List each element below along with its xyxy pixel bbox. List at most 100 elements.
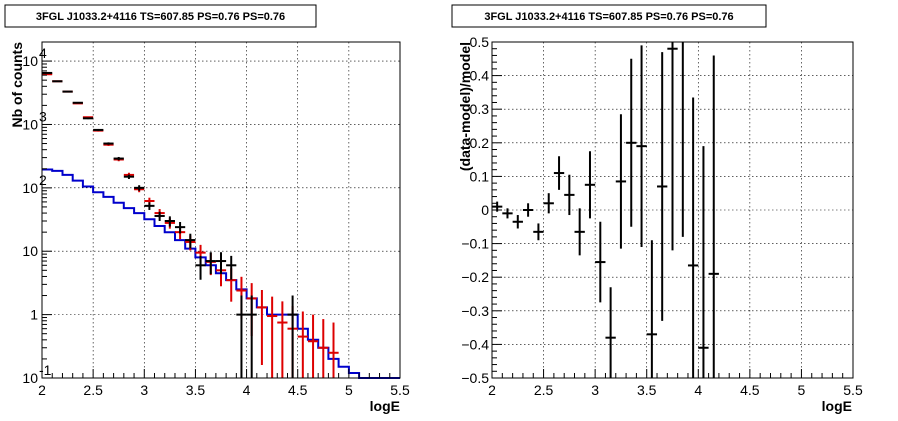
counts-y-tick-label: 10 [22, 370, 38, 386]
residuals-point [595, 221, 606, 303]
residuals-y-tick-label: −0.4 [461, 336, 489, 352]
residuals-y-tick-label: 0.3 [470, 101, 490, 117]
counts-data-point [154, 211, 165, 221]
residuals-point [667, 42, 678, 251]
counts-y-tick-label: 10 [22, 53, 38, 69]
counts-y-tick-label: 1 [30, 307, 38, 323]
counts-data-point [42, 71, 53, 74]
counts-data-point [93, 128, 104, 131]
residuals-ticks: 2 2.5 3 3.5 4 4.5 5 5.5 −0.5 −0.4 −0.3 −0.2 −0.1 0 0.1… [461, 34, 863, 398]
residuals-point [605, 287, 616, 378]
residuals-point [502, 208, 513, 219]
counts-data-point [123, 174, 135, 179]
counts-plot-frame [41, 41, 401, 379]
residuals-point [574, 208, 585, 256]
counts-x-tick-label: 3 [140, 382, 148, 398]
residuals-y-tick-label: −0.5 [461, 370, 489, 386]
residuals-x-tick-label: 2 [488, 382, 496, 398]
residuals-points [492, 42, 719, 378]
residuals-y-tick-label: 0 [481, 202, 489, 218]
counts-data-points [42, 71, 298, 378]
counts-x-tick-label: 5 [345, 382, 353, 398]
residuals-point [657, 52, 668, 321]
counts-data-point [82, 117, 94, 120]
residuals-y-tick-label: 0.1 [470, 168, 490, 184]
residuals-point [553, 156, 565, 190]
counts-data-point [62, 90, 73, 93]
counts-model-point [267, 296, 278, 378]
counts-data-point [195, 255, 206, 280]
residuals-point [533, 223, 544, 241]
residuals-title: 3FGL J1033.2+4116 TS=607.85 PS=0.76 PS=0… [451, 4, 767, 28]
residuals-x-axis-label: logE [822, 398, 852, 414]
residuals-point [626, 58, 637, 227]
counts-x-tick-label: 2.5 [83, 382, 103, 398]
counts-x-tick-label: 4 [243, 382, 251, 398]
counts-data-point [164, 216, 175, 227]
counts-data-point [144, 202, 155, 210]
counts-model-point [318, 319, 329, 378]
counts-y-tick-exponent: 2 [39, 172, 47, 188]
counts-panel: 3FGL J1033.2+4116 TS=607.85 PS=0.76 PS=0… [4, 4, 410, 414]
counts-x-axis-label: logE [370, 398, 400, 414]
counts-title-box [4, 4, 317, 28]
residuals-x-tick-label: 4.5 [740, 382, 760, 398]
counts-x-tick-label: 4.5 [288, 382, 308, 398]
counts-y-tick-exponent: -1 [39, 362, 52, 378]
residuals-y-tick-label: −0.2 [461, 269, 489, 285]
counts-y-tick-label: 10 [22, 180, 38, 196]
residuals-y-axis-label: (data-model)/model [457, 42, 473, 171]
residuals-y-tick-label: 0.4 [470, 68, 490, 84]
counts-model-point [42, 73, 53, 76]
counts-y-tick-label: 10 [22, 243, 38, 259]
residuals-point [698, 146, 709, 378]
counts-y-axis-label: Nb of counts [9, 42, 25, 128]
counts-data-point [113, 156, 124, 161]
residuals-point [522, 203, 534, 217]
counts-model-point [307, 314, 319, 378]
residuals-point [512, 215, 523, 229]
counts-y-tick-exponent: 4 [39, 45, 47, 61]
counts-data-point [236, 295, 247, 378]
residuals-point [708, 55, 719, 378]
residuals-point [543, 193, 554, 214]
residuals-point [636, 45, 647, 247]
residuals-point [687, 97, 699, 378]
residuals-x-tick-label: 4 [694, 382, 702, 398]
residuals-point [584, 151, 596, 219]
residuals-point [646, 240, 658, 378]
residuals-point [564, 174, 575, 216]
counts-data-point [134, 185, 145, 191]
counts-data-point [72, 101, 83, 104]
residuals-x-tick-label: 2.5 [534, 382, 554, 398]
counts-data-point [226, 255, 237, 280]
residuals-title-box [451, 4, 767, 28]
residuals-y-tick-label: −0.3 [461, 303, 489, 319]
residuals-x-tick-label: 3.5 [637, 382, 657, 398]
residuals-x-tick-label: 5.5 [843, 382, 863, 398]
counts-model-step-line [42, 168, 400, 379]
counts-grid [42, 42, 400, 378]
residuals-y-tick-label: −0.1 [461, 236, 489, 252]
residuals-point [615, 114, 627, 249]
counts-data-point [205, 252, 216, 275]
counts-x-tick-label: 2 [38, 382, 46, 398]
counts-y-tick-label: 10 [22, 116, 38, 132]
counts-model-points [42, 73, 339, 378]
counts-model-point [328, 322, 339, 378]
counts-data-point [287, 295, 298, 378]
counts-data-point [103, 142, 114, 145]
counts-data-point [185, 233, 196, 249]
counts-x-tick-label: 5.5 [390, 382, 410, 398]
counts-model-point [277, 301, 288, 378]
counts-data-point [52, 80, 63, 83]
counts-title: 3FGL J1033.2+4116 TS=607.85 PS=0.76 PS=0… [4, 4, 317, 28]
residuals-x-tick-label: 5 [798, 382, 806, 398]
counts-x-tick-label: 3.5 [186, 382, 206, 398]
counts-data-point [246, 295, 257, 378]
residuals-y-tick-label: 0.2 [470, 135, 490, 151]
counts-model-point [297, 311, 308, 378]
residuals-title-text: 3FGL J1033.2+4116 TS=607.85 PS=0.76 PS=0… [484, 11, 733, 23]
counts-y-tick-exponent: 3 [39, 108, 47, 124]
